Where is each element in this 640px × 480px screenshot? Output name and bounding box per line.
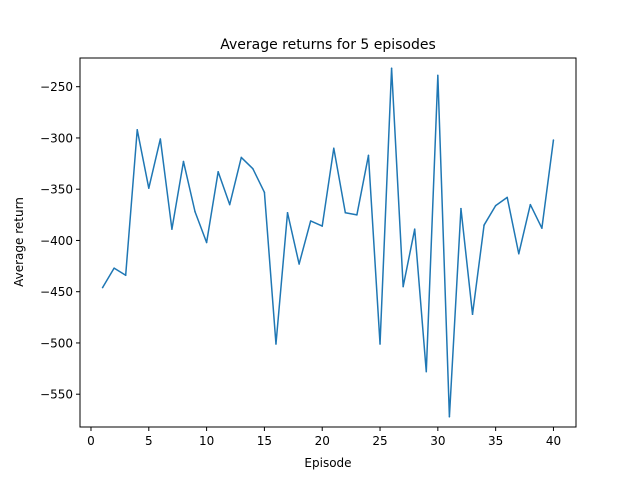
data-point xyxy=(228,203,231,206)
x-tick-label: 5 xyxy=(145,434,153,448)
x-tick-label: 35 xyxy=(488,434,503,448)
y-tick-label: −400 xyxy=(40,234,73,248)
x-axis: 0 5 10 15 20 25 30 35 40 xyxy=(87,427,561,448)
data-point xyxy=(298,263,300,265)
data-point xyxy=(194,211,196,213)
x-tick-label: 15 xyxy=(257,434,272,448)
y-tick-label: −500 xyxy=(40,336,73,350)
y-axis: −550 −500 −450 −400 −350 −300 −250 xyxy=(40,80,80,402)
y-tick-label: −300 xyxy=(40,131,73,145)
y-tick-label: −550 xyxy=(40,388,73,402)
data-point xyxy=(529,203,532,206)
data-point xyxy=(286,212,289,214)
x-tick-label: 40 xyxy=(546,434,561,448)
data-point xyxy=(263,191,266,194)
data-point xyxy=(518,253,520,255)
data-point xyxy=(333,147,335,149)
data-point xyxy=(171,228,173,230)
y-axis-label: Average return xyxy=(12,197,26,287)
data-point xyxy=(101,286,104,289)
data-point xyxy=(541,227,543,229)
data-point xyxy=(309,220,312,222)
data-point xyxy=(182,160,185,163)
x-tick-label: 20 xyxy=(315,434,330,448)
data-point xyxy=(494,204,497,207)
x-tick-label: 30 xyxy=(430,434,445,448)
data-point xyxy=(379,343,381,345)
series-line xyxy=(101,67,555,418)
data-point xyxy=(275,343,277,345)
data-point xyxy=(471,313,474,315)
data-point xyxy=(205,241,208,244)
x-tick-label: 10 xyxy=(199,434,214,448)
data-point xyxy=(367,154,370,157)
data-point xyxy=(159,138,162,140)
data-point xyxy=(448,416,451,418)
data-point xyxy=(240,156,243,159)
data-point xyxy=(136,129,138,131)
data-point xyxy=(356,214,358,216)
chart-title: Average returns for 5 episodes xyxy=(220,37,436,53)
data-point xyxy=(506,196,508,199)
y-tick-label: −350 xyxy=(40,183,73,197)
y-tick-label: −450 xyxy=(40,285,73,299)
data-point xyxy=(437,74,439,77)
data-point xyxy=(413,228,416,230)
data-point xyxy=(321,225,323,227)
data-point xyxy=(124,274,127,277)
data-point xyxy=(390,67,393,69)
x-tick-label: 25 xyxy=(372,434,387,448)
plot-frame xyxy=(79,57,577,428)
data-point xyxy=(217,171,219,173)
data-point xyxy=(402,285,404,288)
data-point xyxy=(148,187,150,189)
data-point xyxy=(344,212,347,214)
data-point xyxy=(483,224,485,226)
data-point xyxy=(252,167,254,170)
data-point xyxy=(552,139,555,141)
x-axis-label: Episode xyxy=(304,456,351,470)
data-point xyxy=(425,370,428,373)
x-tick-label: 0 xyxy=(87,434,95,448)
plot-area xyxy=(101,67,555,418)
data-point xyxy=(113,267,115,269)
y-tick-label: −250 xyxy=(40,80,73,94)
data-point xyxy=(460,207,462,210)
